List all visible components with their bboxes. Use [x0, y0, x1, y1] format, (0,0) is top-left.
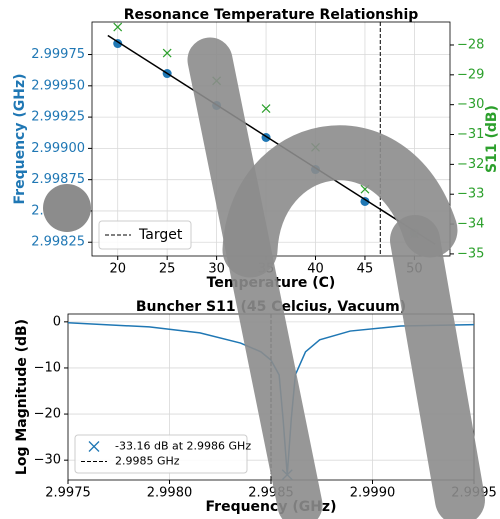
legend-swatch [88, 441, 100, 452]
y2-axis-label: S11 (dB) [484, 105, 500, 173]
x-tick-label: 2.9990 [350, 486, 396, 501]
y-tick-label: 0 [53, 314, 61, 329]
legend-label: 2.9985 GHz [115, 455, 180, 468]
data-point [360, 196, 370, 206]
x-tick-label: 20 [109, 262, 126, 277]
x-tick-label: 2.9980 [147, 486, 193, 501]
data-cross [162, 48, 172, 58]
y-axis-label: Frequency (GHz) [12, 74, 28, 205]
y2-tick-label: −29 [457, 67, 484, 82]
legend-box [98, 220, 192, 250]
x-tick-label: 45 [357, 262, 374, 277]
y2-tick-label: −32 [457, 157, 484, 172]
y-tick-label: −10 [34, 360, 61, 375]
y2-tick-label: −34 [457, 217, 484, 232]
legend-box [74, 434, 248, 474]
y-tick-label: 2.99825 [31, 235, 85, 250]
y2-tick-label: −30 [457, 97, 484, 112]
data-cross [113, 22, 123, 32]
y-axis-label: Log Magnitude (dB) [14, 319, 30, 475]
y-tick-label: 2.99975 [31, 47, 85, 62]
watermark [43, 37, 485, 519]
y2-tick-label: −31 [457, 127, 484, 142]
x-tick-label: 2.9975 [45, 486, 91, 501]
x-tick-label: 40 [307, 262, 324, 277]
data-cross [261, 104, 271, 113]
legend-label: Target [138, 227, 183, 243]
y-tick-label: 2.99950 [31, 78, 85, 93]
y2-tick-label: −35 [457, 246, 484, 261]
watermark-stem [390, 215, 485, 519]
y-tick-label: 2.99925 [31, 110, 85, 125]
y-tick-label: −20 [34, 407, 61, 422]
y-tick-label: 2.99875 [31, 172, 85, 187]
y2-tick-label: −33 [457, 187, 484, 202]
legend-label: -33.16 dB at 2.9986 GHz [115, 440, 251, 453]
chart-title: Resonance Temperature Relationship [124, 7, 419, 23]
y-tick-label: −30 [34, 453, 61, 468]
y2-tick-label: −28 [457, 37, 484, 52]
y-tick-label: 2.99900 [31, 141, 85, 156]
x-tick-label: 25 [159, 262, 176, 277]
watermark-stroke [187, 37, 323, 519]
watermark-dot [43, 184, 91, 232]
x-tick-label: 30 [208, 262, 225, 277]
